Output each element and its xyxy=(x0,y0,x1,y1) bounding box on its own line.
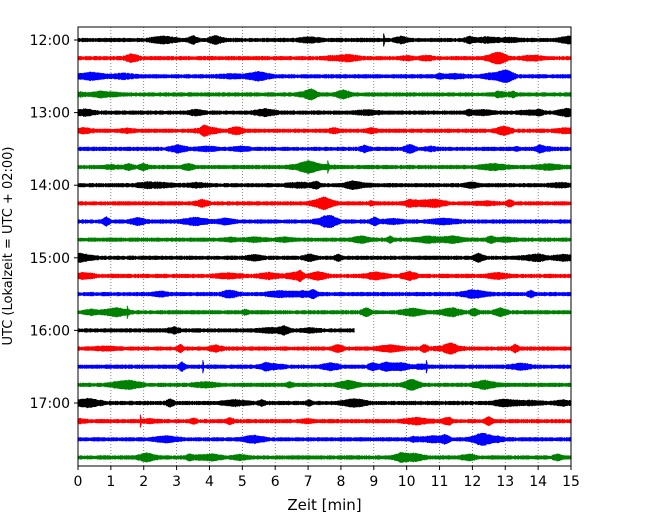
x-tick-label: 0 xyxy=(74,474,83,490)
x-tick-label: 4 xyxy=(205,474,214,490)
x-tick-label: 13 xyxy=(496,474,514,490)
x-tick-label: 12 xyxy=(463,474,481,490)
x-tick-label: 9 xyxy=(369,474,378,490)
x-tick-label: 7 xyxy=(304,474,313,490)
y-tick-label: 17:00 xyxy=(30,396,70,412)
x-tick-label: 14 xyxy=(529,474,547,490)
y-tick-label: 14:00 xyxy=(30,178,70,194)
x-tick-label: 6 xyxy=(271,474,280,490)
y-axis: 12:00 13:00 14:00 15:00 16:00 17:00 xyxy=(30,33,78,412)
x-axis: 0 1 2 3 4 5 6 7 8 9 10 11 12 13 14 15 xyxy=(74,466,580,490)
x-tick-label: 15 xyxy=(562,474,580,490)
y-tick-label: 13:00 xyxy=(30,106,70,122)
x-tick-label: 5 xyxy=(238,474,247,490)
y-tick-label: 15:00 xyxy=(30,251,70,267)
x-tick-label: 3 xyxy=(172,474,181,490)
y-tick-label: 16:00 xyxy=(30,323,70,339)
x-tick-label: 2 xyxy=(139,474,148,490)
y-axis-label: UTC (Lokalzeit = UTC + 02:00) xyxy=(1,147,16,346)
x-tick-label: 1 xyxy=(106,474,115,490)
x-tick-label: 8 xyxy=(336,474,345,490)
x-tick-label: 11 xyxy=(431,474,449,490)
x-axis-label: Zeit [min] xyxy=(287,496,361,514)
x-tick-label: 10 xyxy=(398,474,416,490)
y-tick-label: 12:00 xyxy=(30,33,70,49)
grid-layer xyxy=(110,27,539,466)
plot-frame xyxy=(77,26,572,467)
